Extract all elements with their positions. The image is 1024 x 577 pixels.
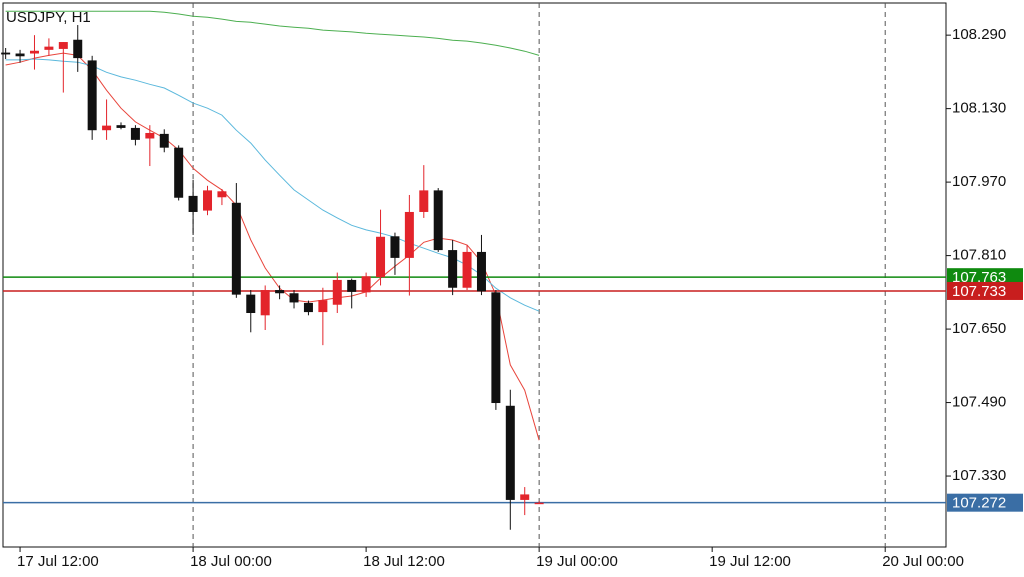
candle-body bbox=[58, 42, 68, 49]
candle-body bbox=[318, 300, 328, 313]
candle-body bbox=[361, 276, 371, 293]
candle-body bbox=[433, 190, 443, 251]
candle-body bbox=[347, 279, 357, 292]
moving-average bbox=[5, 52, 540, 441]
candle-body bbox=[462, 251, 472, 288]
candle-body bbox=[1, 52, 11, 55]
plot-frame bbox=[2, 2, 947, 548]
moving-average bbox=[5, 58, 540, 312]
candle-body bbox=[246, 294, 256, 314]
x-tick-label: 20 Jul 00:00 bbox=[882, 553, 964, 570]
candle-body bbox=[159, 133, 169, 148]
y-tick-label: 108.290 bbox=[952, 26, 1006, 43]
level-label-box bbox=[947, 281, 1023, 300]
y-tick-label: 108.130 bbox=[952, 100, 1006, 117]
level-label: 107.763 bbox=[952, 269, 1006, 286]
candle-body bbox=[332, 279, 342, 305]
candle-body bbox=[303, 302, 313, 313]
y-tick-label: 107.650 bbox=[952, 320, 1006, 337]
candle-body bbox=[130, 127, 140, 140]
candle-body bbox=[390, 236, 400, 258]
candle-body bbox=[188, 195, 198, 212]
level-label: 107.733 bbox=[952, 283, 1006, 300]
candle-body bbox=[491, 292, 501, 404]
candle-body bbox=[448, 250, 458, 288]
candle-body bbox=[231, 202, 241, 295]
candle-body bbox=[73, 39, 83, 59]
level-label-box bbox=[947, 268, 1023, 287]
candle-body bbox=[203, 190, 213, 211]
candle-body bbox=[534, 502, 544, 505]
level-label-box bbox=[947, 493, 1023, 512]
candle-body bbox=[520, 494, 530, 500]
candle-body bbox=[505, 405, 515, 500]
candle-body bbox=[15, 53, 25, 57]
candle-body bbox=[476, 251, 486, 292]
x-tick-label: 17 Jul 12:00 bbox=[17, 553, 99, 570]
candle-body bbox=[174, 147, 184, 198]
candle-body bbox=[29, 50, 39, 54]
x-tick-label: 19 Jul 12:00 bbox=[709, 553, 791, 570]
y-tick-label: 107.490 bbox=[952, 394, 1006, 411]
candle-body bbox=[87, 60, 97, 131]
candle-body bbox=[145, 132, 155, 139]
level-label: 107.272 bbox=[952, 495, 1006, 512]
candle-body bbox=[260, 290, 270, 316]
chart-title: USDJPY, H1 bbox=[6, 9, 91, 26]
candle-body bbox=[116, 125, 126, 128]
candle-body bbox=[376, 236, 386, 278]
candle-body bbox=[289, 293, 299, 303]
moving-average bbox=[5, 10, 540, 56]
x-tick-label: 19 Jul 00:00 bbox=[536, 553, 618, 570]
candle-body bbox=[419, 190, 429, 212]
x-tick-label: 18 Jul 00:00 bbox=[190, 553, 272, 570]
candle-body bbox=[44, 46, 54, 50]
y-tick-label: 107.330 bbox=[952, 467, 1006, 484]
candle-body bbox=[404, 211, 414, 258]
candle-body bbox=[217, 191, 227, 198]
candle-body bbox=[102, 125, 112, 131]
candle-body bbox=[275, 290, 285, 294]
y-tick-label: 107.810 bbox=[952, 247, 1006, 264]
y-tick-label: 107.970 bbox=[952, 173, 1006, 190]
x-tick-label: 18 Jul 12:00 bbox=[363, 553, 445, 570]
